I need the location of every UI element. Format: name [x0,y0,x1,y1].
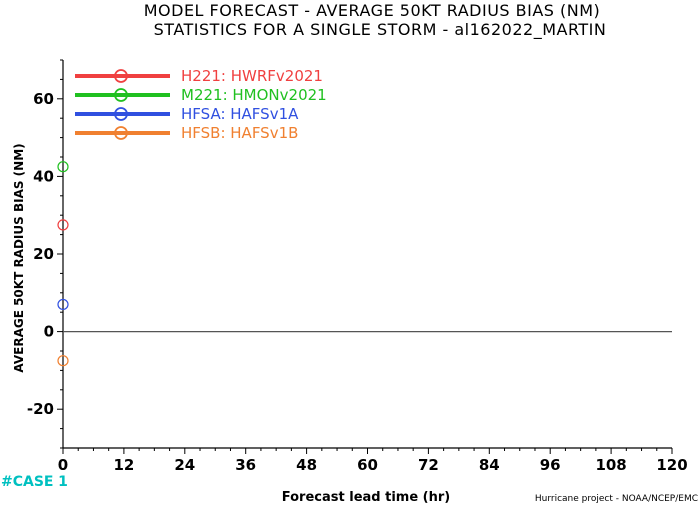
y-tick-label: 0 [44,323,54,341]
data-point [57,219,69,231]
x-tick-label: 84 [479,456,500,474]
case-count: 1 [58,474,68,490]
y-tick-label: 20 [33,245,54,263]
plot-area: -20 0 20 40 60 0 12 24 36 48 60 72 84 96 108 120 H221: H… [1,59,688,490]
data-point [57,355,69,367]
chart-title: MODEL FORECAST - AVERAGE 50KT RADIUS BIA… [144,1,601,20]
x-tick-label: 108 [595,456,626,474]
y-tick-label: 40 [33,167,54,185]
cases-label: #CASE [1,474,54,490]
x-tick-label: 48 [296,456,317,474]
x-tick-label: 96 [540,456,561,474]
x-tick-label: 120 [656,456,687,474]
credit-text: Hurricane project - NOAA/NCEP/EMC [535,494,698,504]
data-point [57,298,69,311]
y-tick-label: -20 [27,400,54,418]
legend-label: HFSB: HAFSv1B [181,124,298,142]
legend-label: H221: HWRFv2021 [181,67,323,85]
y-axis-label: AVERAGE 50KT RADIUS BIAS (NM) [12,143,26,372]
x-tick-label: 24 [174,456,195,474]
x-tick-label: 60 [357,456,378,474]
y-tick-label: 60 [33,90,54,108]
legend-marker [114,107,128,121]
x-axis-label: Forecast lead time (hr) [282,490,450,505]
x-tick-label: 36 [235,456,256,474]
chart-subtitle: STATISTICS FOR A SINGLE STORM - al162022… [154,20,607,40]
legend-label: M221: HMONv2021 [181,86,327,104]
legend-marker [114,69,128,83]
legend-marker [114,88,128,102]
legend-marker [114,126,128,140]
legend-label: HFSA: HAFSv1A [181,105,299,123]
x-tick-label: 0 [58,456,68,474]
x-tick-label: 72 [418,456,439,474]
x-tick-label: 12 [113,456,134,474]
data-point [57,161,69,173]
